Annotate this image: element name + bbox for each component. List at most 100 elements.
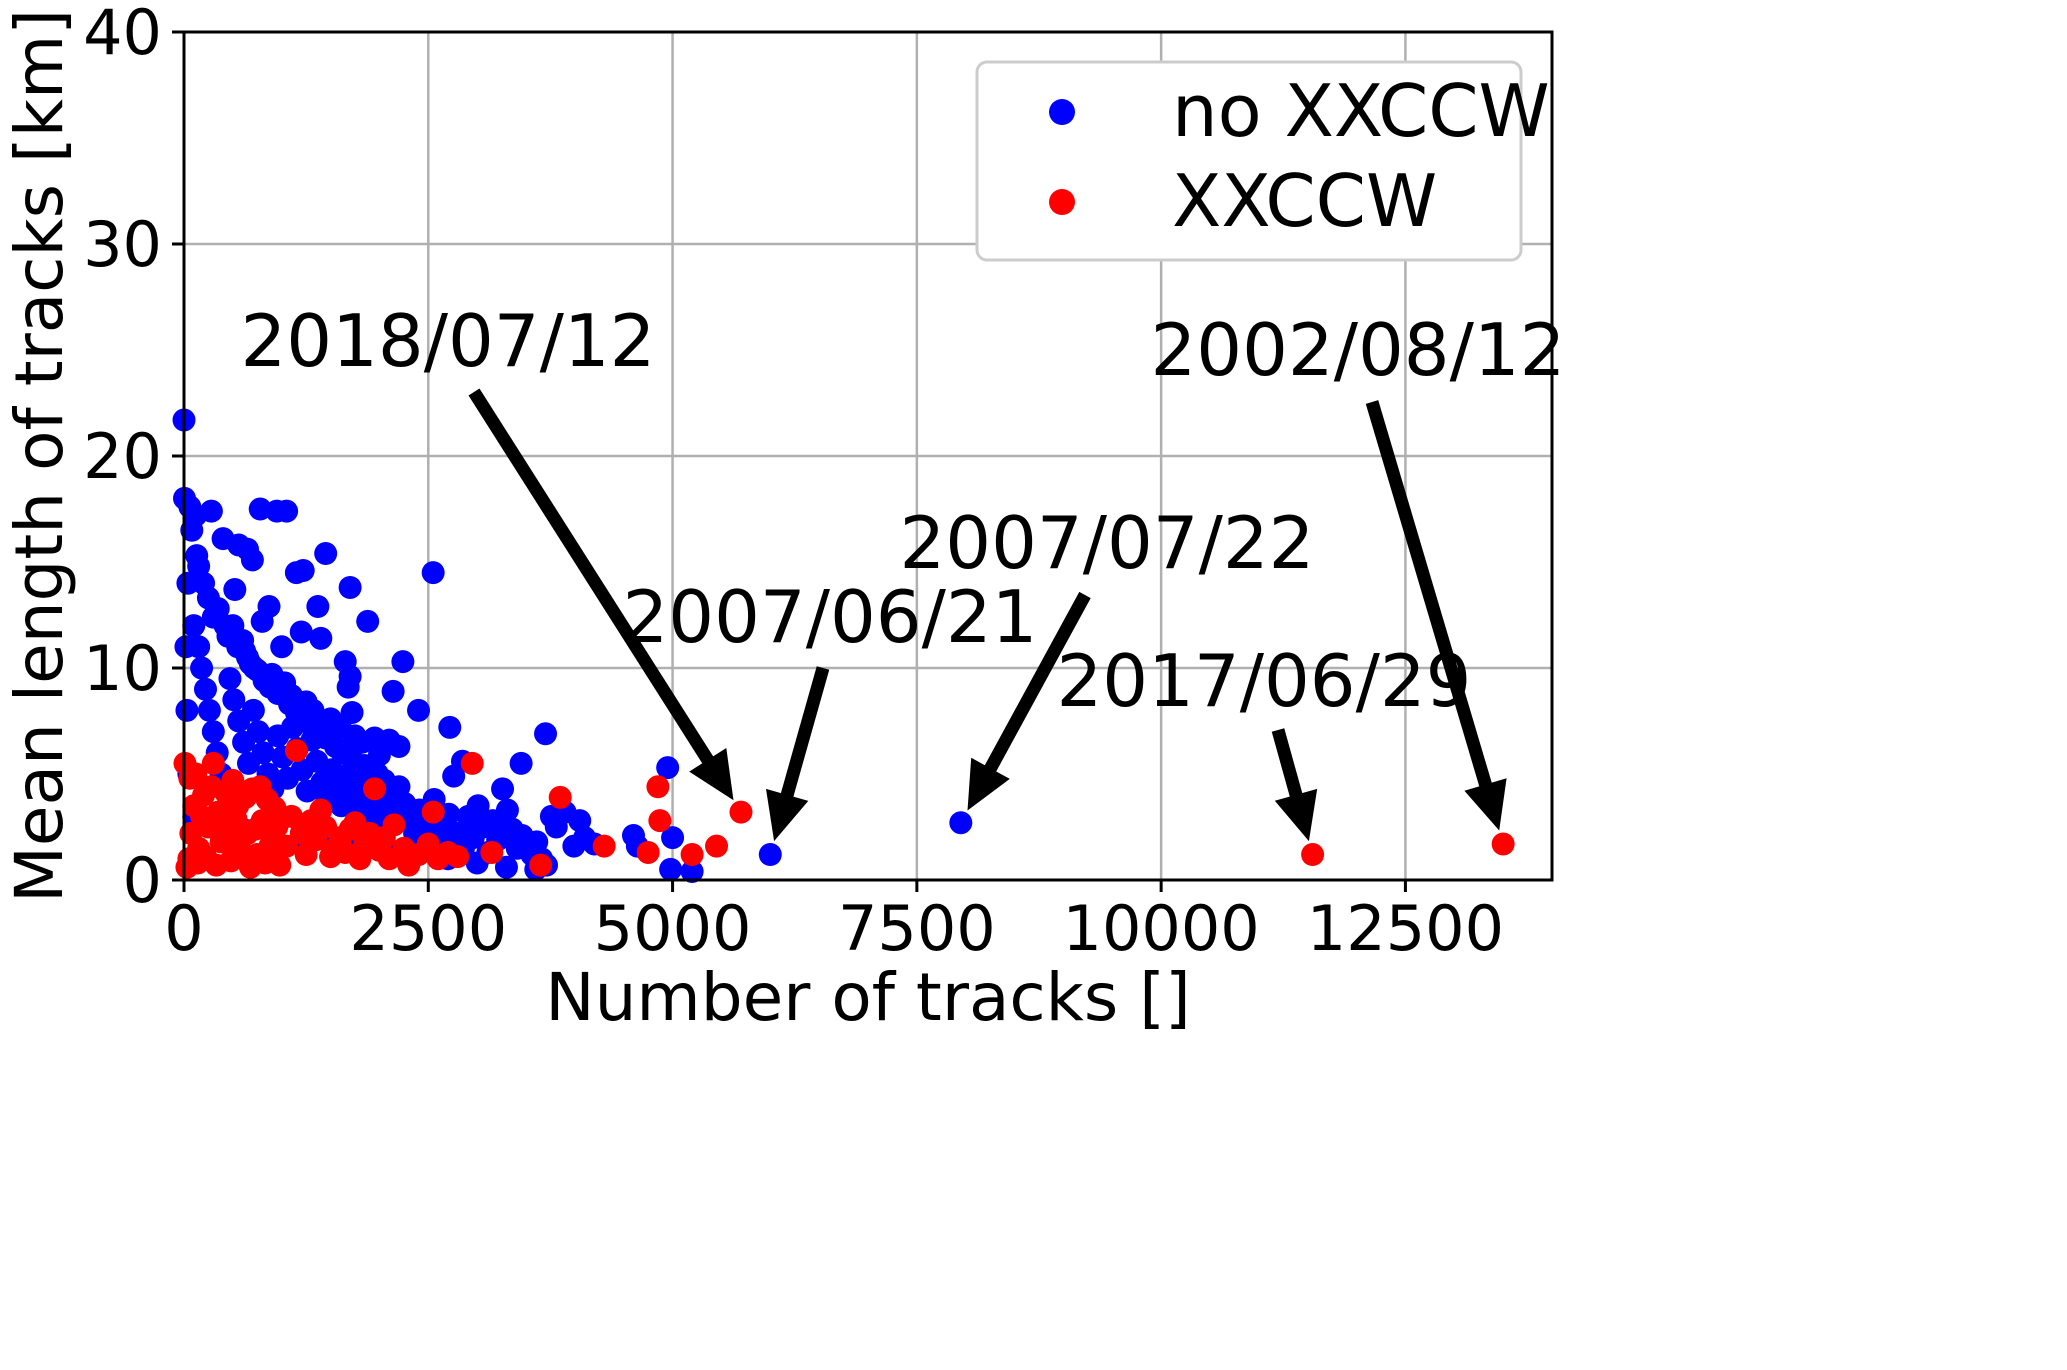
data-point-xxccw — [201, 751, 225, 775]
data-point-no-xxccw — [338, 575, 362, 599]
data-point-no-xxccw — [659, 857, 683, 881]
y-axis-label: Mean length of tracks [km] — [1, 9, 78, 903]
data-point-xxccw — [480, 840, 504, 864]
data-point-no-xxccw — [758, 843, 782, 867]
data-point-xxccw — [646, 775, 670, 799]
y-tick-label: 0 — [123, 844, 162, 917]
data-point-xxccw — [263, 796, 287, 820]
annotation-label: 2018/07/12 — [241, 299, 656, 383]
data-point-xxccw — [363, 777, 387, 801]
x-tick-label: 7500 — [838, 892, 996, 965]
data-point-no-xxccw — [656, 756, 680, 780]
legend-marker-xxccw — [1049, 189, 1075, 215]
annotation-label: 2017/06/29 — [1057, 639, 1472, 723]
data-point-no-xxccw — [251, 741, 275, 765]
data-point-xxccw — [284, 739, 308, 763]
data-point-no-xxccw — [309, 626, 333, 650]
data-point-no-xxccw — [270, 635, 294, 659]
data-point-no-xxccw — [197, 698, 221, 722]
y-tick-label: 40 — [83, 0, 162, 69]
data-point-no-xxccw — [534, 722, 558, 746]
data-point-no-xxccw — [509, 751, 533, 775]
data-point-no-xxccw — [176, 571, 200, 595]
data-point-xxccw — [636, 840, 660, 864]
data-point-no-xxccw — [336, 675, 360, 699]
data-point-xxccw — [224, 807, 248, 831]
data-point-no-xxccw — [182, 614, 206, 638]
data-points — [172, 408, 1515, 884]
data-point-no-xxccw — [314, 542, 338, 566]
axis-ticks: 0 2500 5000 7500 10000 12500 0 10 20 30 40 — [83, 0, 1504, 965]
data-point-no-xxccw — [174, 635, 198, 659]
data-point-xxccw — [214, 781, 238, 805]
data-point-no-xxccw — [442, 764, 466, 788]
data-point-xxccw — [1491, 832, 1515, 856]
data-point-no-xxccw — [190, 656, 214, 680]
data-point-xxccw — [705, 834, 729, 858]
data-point-no-xxccw — [280, 715, 304, 739]
y-tick-label: 30 — [83, 208, 162, 281]
data-point-xxccw — [190, 804, 214, 828]
data-point-no-xxccw — [407, 698, 431, 722]
data-point-no-xxccw — [381, 679, 405, 703]
annotation-label: 2007/06/21 — [623, 575, 1038, 659]
data-point-no-xxccw — [222, 688, 246, 712]
data-point-xxccw — [258, 834, 282, 858]
data-point-xxccw — [446, 845, 470, 869]
annotation-label: 2007/07/22 — [900, 501, 1315, 585]
x-tick-label: 5000 — [594, 892, 752, 965]
data-point-no-xxccw — [250, 609, 274, 633]
data-point-no-xxccw — [223, 578, 247, 602]
data-point-no-xxccw — [241, 698, 265, 722]
data-point-no-xxccw — [193, 677, 217, 701]
annotation-arrow-shaft — [982, 591, 1091, 775]
annotation-label: 2002/08/12 — [1151, 308, 1566, 392]
data-point-no-xxccw — [680, 860, 704, 884]
legend-label-xxccw: XXCCW — [1172, 159, 1437, 243]
data-point-xxccw — [243, 817, 267, 841]
x-tick-label: 12500 — [1307, 892, 1504, 965]
data-point-xxccw — [421, 800, 445, 824]
legend-label-no-xxccw: no XXCCW — [1172, 69, 1550, 153]
data-point-no-xxccw — [306, 595, 330, 619]
data-point-no-xxccw — [289, 620, 313, 644]
data-point-xxccw — [548, 785, 572, 809]
annotation-arrow-shaft — [1271, 728, 1304, 801]
data-point-no-xxccw — [391, 650, 415, 674]
data-point-xxccw — [460, 751, 484, 775]
annotation-arrow-head — [1274, 788, 1318, 842]
x-tick-label: 2500 — [349, 892, 507, 965]
annotation-arrows — [468, 388, 1507, 842]
data-point-no-xxccw — [466, 794, 490, 818]
data-point-no-xxccw — [199, 499, 223, 523]
data-point-no-xxccw — [187, 554, 211, 578]
data-point-no-xxccw — [661, 826, 685, 850]
data-point-no-xxccw — [491, 777, 515, 801]
data-point-xxccw — [184, 762, 208, 786]
data-point-no-xxccw — [240, 548, 264, 572]
data-point-xxccw — [1301, 843, 1325, 867]
x-tick-label: 0 — [164, 892, 203, 965]
data-point-xxccw — [680, 843, 704, 867]
legend-box — [975, 60, 1523, 262]
annotation-arrow-shaft — [1365, 400, 1493, 791]
data-point-no-xxccw — [949, 811, 973, 835]
x-tick-label: 10000 — [1063, 892, 1260, 965]
data-point-xxccw — [248, 775, 272, 799]
data-point-no-xxccw — [356, 609, 380, 633]
legend: no XXCCW XXCCW — [975, 60, 1550, 262]
data-point-no-xxccw — [495, 798, 519, 822]
data-point-no-xxccw — [218, 667, 242, 691]
annotation-arrow-head — [689, 748, 734, 801]
data-point-no-xxccw — [246, 720, 270, 744]
data-point-xxccw — [729, 800, 753, 824]
y-tick-label: 20 — [83, 420, 162, 493]
data-point-xxccw — [648, 809, 672, 833]
annotation-arrow-shaft — [779, 666, 830, 801]
data-point-no-xxccw — [180, 518, 204, 542]
data-point-xxccw — [268, 853, 292, 877]
data-point-no-xxccw — [291, 558, 315, 582]
data-point-no-xxccw — [494, 855, 518, 879]
data-point-no-xxccw — [421, 561, 445, 585]
